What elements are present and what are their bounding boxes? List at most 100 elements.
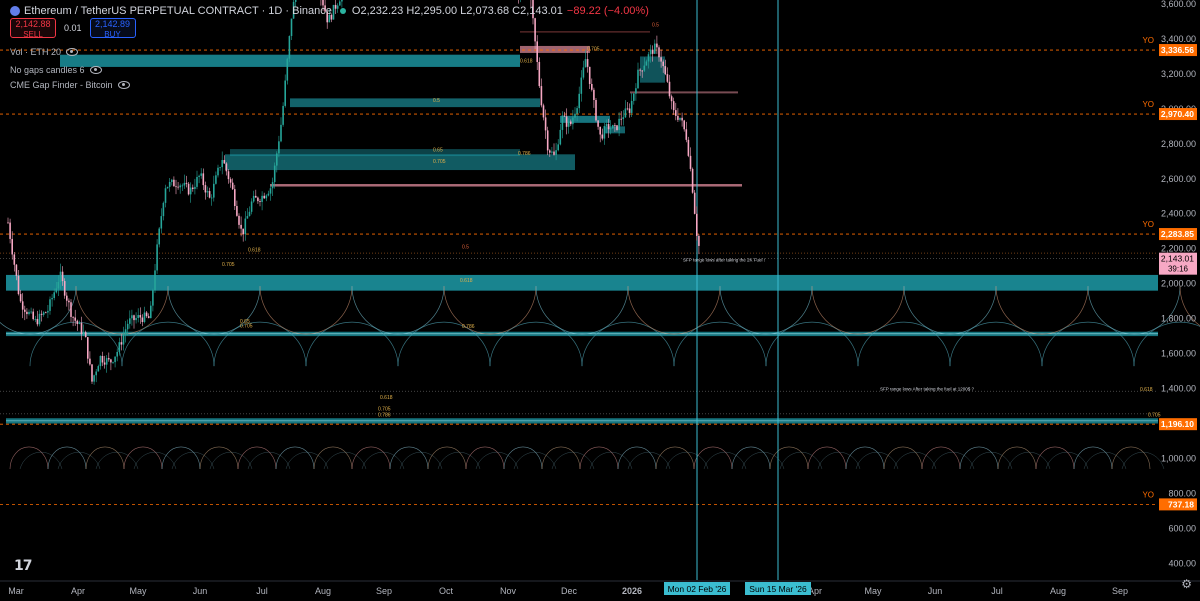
fib-label: 0.618 (380, 395, 393, 401)
candle-body (565, 116, 568, 127)
price-tick-label[interactable]: 3,600.00 (1161, 0, 1196, 9)
candle-body (620, 118, 622, 120)
gear-icon[interactable]: ⚙ (1181, 577, 1192, 591)
candle-body (637, 69, 639, 89)
indicator-no-gaps-label: No gaps candles 6 (10, 65, 85, 75)
candle-body (210, 197, 213, 199)
cycle-arc (171, 451, 215, 470)
candle-body (24, 309, 26, 312)
candle-body (95, 371, 97, 376)
price-tick-label[interactable]: 800.00 (1168, 488, 1196, 498)
eye-icon[interactable] (117, 81, 130, 89)
fib-label: 0.705 (222, 262, 235, 268)
cycle-arc (247, 451, 291, 470)
candle-body (101, 355, 104, 363)
candle-body (116, 351, 118, 357)
candle-body (651, 49, 654, 54)
sell-price: 2,142.88 (15, 19, 51, 29)
level-price-label: 2,283.85 (1161, 229, 1194, 239)
time-tick-label[interactable]: Jul (256, 586, 268, 596)
level-price-badge[interactable] (1159, 418, 1197, 431)
time-tick-label[interactable]: 2026 (622, 586, 642, 596)
indicator-cme-gap[interactable]: CME Gap Finder - Bitcoin (10, 80, 130, 90)
candle-body (215, 175, 217, 184)
candle-body (551, 151, 553, 153)
cycle-arc (323, 451, 367, 470)
time-tick-label[interactable]: Nov (500, 586, 517, 596)
level-price-badge[interactable] (1159, 498, 1197, 511)
price-tick-label[interactable]: 1,000.00 (1161, 453, 1196, 463)
indicator-volume[interactable]: Vol · ETH 20 (10, 47, 79, 57)
candle-body (542, 105, 545, 118)
time-tick-label[interactable]: Sep (376, 586, 392, 596)
price-tick-label[interactable]: 1,600.00 (1161, 349, 1196, 359)
fib-label: 0.786 (462, 324, 475, 330)
level-price-badge[interactable] (1159, 228, 1197, 241)
price-tick-label[interactable]: 2,800.00 (1161, 139, 1196, 149)
candle-body (110, 359, 112, 363)
price-tick-label[interactable]: 3,200.00 (1161, 69, 1196, 79)
cycle-arc (475, 451, 519, 470)
cycle-arc (1007, 451, 1051, 470)
candle-body (242, 228, 244, 235)
time-tick-label[interactable]: May (129, 586, 147, 596)
candle-body (206, 191, 209, 193)
eye-icon[interactable] (89, 66, 102, 74)
price-tick-label[interactable]: 2,400.00 (1161, 209, 1196, 219)
buy-button[interactable]: 2,142.89 BUY (89, 18, 136, 39)
level-price-badge[interactable] (1159, 108, 1197, 121)
cycle-arc (1133, 321, 1200, 367)
tradingview-logo-icon[interactable]: 17 (14, 558, 33, 574)
candle-body (66, 295, 68, 301)
time-tick-label[interactable]: Jun (928, 586, 943, 596)
sell-button[interactable]: 2,142.88 SELL (10, 18, 56, 39)
price-tick-label[interactable]: 2,000.00 (1161, 279, 1196, 289)
candle-body (656, 43, 658, 48)
eye-icon[interactable] (66, 48, 79, 56)
price-tick-label[interactable]: 2,600.00 (1161, 174, 1196, 184)
price-tick-label[interactable]: 600.00 (1168, 523, 1196, 533)
candle-body (341, 0, 343, 2)
candle-body (290, 18, 293, 37)
time-marker-badge[interactable] (664, 582, 730, 595)
price-tick-label[interactable]: 400.00 (1168, 558, 1196, 568)
price-tick-label[interactable]: 2,200.00 (1161, 244, 1196, 254)
candle-body (112, 362, 114, 363)
price-tick-label[interactable]: 1,400.00 (1161, 384, 1196, 394)
price-tick-label[interactable]: 1,800.00 (1161, 314, 1196, 324)
candle-body (685, 129, 688, 140)
price-change: −89.22 (−4.00%) (566, 5, 649, 17)
time-tick-label[interactable]: Sep (1112, 586, 1128, 596)
candle-body (567, 121, 570, 127)
time-tick-label[interactable]: Aug (1050, 586, 1066, 596)
price-tick-label[interactable]: 3,400.00 (1161, 34, 1196, 44)
time-tick-label[interactable]: Aug (315, 586, 331, 596)
cycle-arc (959, 446, 999, 469)
cycle-arc (857, 321, 951, 367)
cycle-arc (627, 286, 721, 335)
time-tick-label[interactable]: Oct (439, 586, 454, 596)
level-price-badge[interactable] (1159, 44, 1197, 57)
time-tick-label[interactable]: Apr (808, 586, 822, 596)
level-price-label: 737.18 (1168, 499, 1194, 509)
time-marker-badge[interactable] (745, 582, 811, 595)
candle-body (87, 337, 89, 359)
time-tick-label[interactable]: Mar (8, 586, 24, 596)
time-tick-label[interactable]: May (864, 586, 882, 596)
candle-body (675, 110, 677, 116)
time-tick-label[interactable]: Apr (71, 586, 85, 596)
zone-box (6, 274, 1158, 291)
time-tick-label[interactable]: Dec (561, 586, 578, 596)
current-price-badge[interactable] (1159, 252, 1197, 275)
candle-body (49, 299, 51, 311)
indicator-no-gaps[interactable]: No gaps candles 6 (10, 65, 102, 75)
gap-line (630, 91, 738, 94)
time-tick-label[interactable]: Jun (193, 586, 208, 596)
fib-label: 0.618 (520, 59, 533, 65)
time-tick-label[interactable]: Jul (991, 586, 1003, 596)
zone-box (230, 149, 520, 157)
symbol-title[interactable]: Ethereum / TetherUS PERPETUAL CONTRACT ·… (24, 5, 332, 17)
order-quantity[interactable]: 0.01 (64, 23, 82, 33)
fib-label: 0.786 (378, 413, 391, 419)
